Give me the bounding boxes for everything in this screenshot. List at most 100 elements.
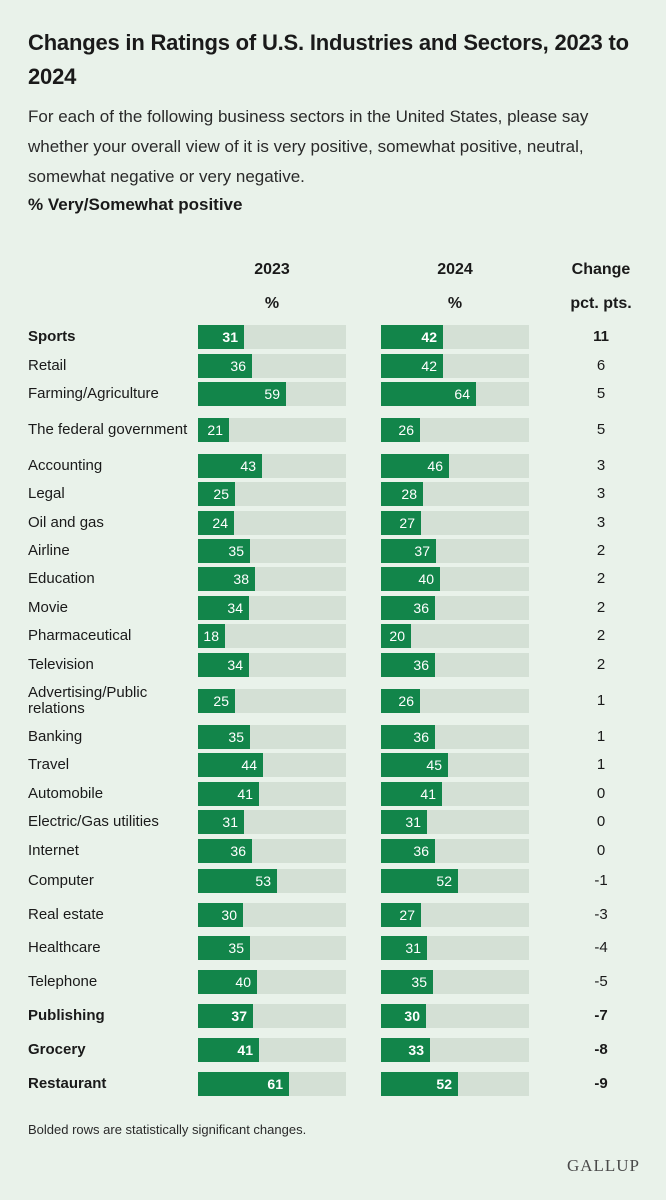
change-value: 5 — [596, 421, 606, 438]
bar-2023 — [198, 970, 257, 994]
bar-track-2024: 26 — [381, 418, 529, 442]
bar-value-label-2024: 35 — [411, 974, 427, 990]
category-label: Internet — [28, 842, 79, 859]
bar-track-2023: 24 — [198, 511, 346, 535]
bar-2023 — [198, 596, 249, 620]
table-row: Television 34 36 2 — [0, 653, 666, 677]
change-value: 0 — [596, 785, 606, 802]
change-value: -3 — [594, 906, 608, 923]
change-value: 5 — [596, 385, 606, 402]
bar-value-label-2024: 41 — [420, 786, 436, 802]
bar-2024 — [381, 325, 443, 349]
bar-value-label-2023: 34 — [227, 657, 243, 673]
bar-2023 — [198, 325, 244, 349]
table-row: Travel 44 45 1 — [0, 753, 666, 777]
bar-2023 — [198, 1038, 259, 1062]
change-value: -5 — [594, 973, 608, 990]
category-label: Sports — [28, 328, 76, 345]
category-label: Oil and gas — [28, 514, 104, 531]
bar-track-2023: 36 — [198, 839, 346, 863]
change-value: -9 — [594, 1075, 608, 1092]
bar-track-2024: 20 — [381, 624, 529, 648]
table-row: Computer 53 52 -1 — [0, 869, 666, 893]
column-unit-2023: % — [264, 295, 280, 312]
category-label: Banking — [28, 728, 83, 745]
table-row: Internet 36 36 0 — [0, 839, 666, 863]
category-label: Travel — [28, 756, 70, 773]
bar-2024 — [381, 936, 427, 960]
chart-title: Changes in Ratings of U.S. Industries an… — [28, 30, 629, 89]
column-header-2024: 2024 — [437, 261, 473, 278]
category-label: Automobile — [28, 785, 104, 802]
bar-value-label-2024: 36 — [413, 729, 429, 745]
table-row: Legal 25 28 3 — [0, 482, 666, 506]
bar-value-label-2024: 45 — [426, 757, 442, 773]
bar-2024 — [381, 567, 440, 591]
bar-value-label-2024: 26 — [398, 422, 414, 438]
bar-track-2023: 18 — [198, 624, 346, 648]
bar-track-2024: 36 — [381, 653, 529, 677]
bar-value-label-2024: 31 — [405, 814, 421, 830]
bar-track-2023: 21 — [198, 418, 346, 442]
bar-2023 — [198, 782, 259, 806]
bar-2024 — [381, 653, 435, 677]
bar-2024 — [381, 511, 421, 535]
bar-track-2024: 30 — [381, 1004, 529, 1028]
bar-value-label-2024: 42 — [421, 358, 437, 374]
change-value: 0 — [596, 842, 606, 859]
bar-value-label-2023: 61 — [267, 1076, 283, 1092]
bar-2024 — [381, 1072, 458, 1096]
bar-2024 — [381, 482, 423, 506]
bar-track-2023: 61 — [198, 1072, 346, 1096]
bar-2024 — [381, 354, 443, 378]
bar-value-label-2024: 33 — [408, 1042, 424, 1058]
bar-track-2024: 64 — [381, 382, 529, 406]
bar-track-2023: 35 — [198, 936, 346, 960]
bar-2023 — [198, 810, 244, 834]
bar-value-label-2023: 41 — [237, 1042, 253, 1058]
bar-track-2024: 31 — [381, 810, 529, 834]
bar-value-label-2023: 21 — [207, 422, 223, 438]
table-row: Automobile 41 41 0 — [0, 782, 666, 806]
bar-value-label-2023: 35 — [228, 940, 244, 956]
chart-subtitle: % Very/Somewhat positive — [28, 195, 243, 214]
bar-2023 — [198, 725, 250, 749]
bar-value-label-2023: 40 — [235, 974, 251, 990]
bar-2024 — [381, 782, 442, 806]
bar-track-2023: 44 — [198, 753, 346, 777]
change-value: 2 — [596, 627, 606, 644]
bar-2023 — [198, 354, 252, 378]
bar-2023 — [198, 753, 263, 777]
bar-track-2024: 36 — [381, 596, 529, 620]
bar-2024 — [381, 1004, 426, 1028]
bar-track-2023: 41 — [198, 782, 346, 806]
bar-track-2023: 25 — [198, 689, 346, 713]
bar-value-label-2023: 35 — [228, 729, 244, 745]
change-value: 3 — [596, 485, 606, 502]
table-row: Restaurant 61 52 -9 — [0, 1072, 666, 1096]
bar-track-2023: 25 — [198, 482, 346, 506]
change-value: 2 — [596, 542, 606, 559]
bar-track-2023: 40 — [198, 970, 346, 994]
bar-value-label-2023: 25 — [213, 693, 229, 709]
bar-2024 — [381, 454, 449, 478]
change-value: 6 — [596, 357, 606, 374]
bar-value-label-2024: 28 — [401, 486, 417, 502]
category-label: The federal government — [28, 421, 188, 438]
change-value: -4 — [594, 939, 608, 956]
bar-2024 — [381, 382, 476, 406]
category-label: Legal — [28, 485, 65, 502]
change-value: 3 — [596, 457, 606, 474]
change-value: 2 — [596, 599, 606, 616]
bar-track-2023: 35 — [198, 539, 346, 563]
bar-track-2024: 31 — [381, 936, 529, 960]
change-value: 1 — [596, 756, 606, 773]
survey-question: For each of the following business secto… — [28, 107, 589, 186]
category-label: Computer — [28, 872, 94, 889]
bar-value-label-2024: 64 — [454, 386, 470, 402]
bar-value-label-2023: 25 — [213, 486, 229, 502]
bar-value-label-2024: 30 — [404, 1008, 420, 1024]
bar-value-label-2023: 53 — [255, 873, 271, 889]
bar-2024 — [381, 903, 421, 927]
bar-2024 — [381, 810, 427, 834]
